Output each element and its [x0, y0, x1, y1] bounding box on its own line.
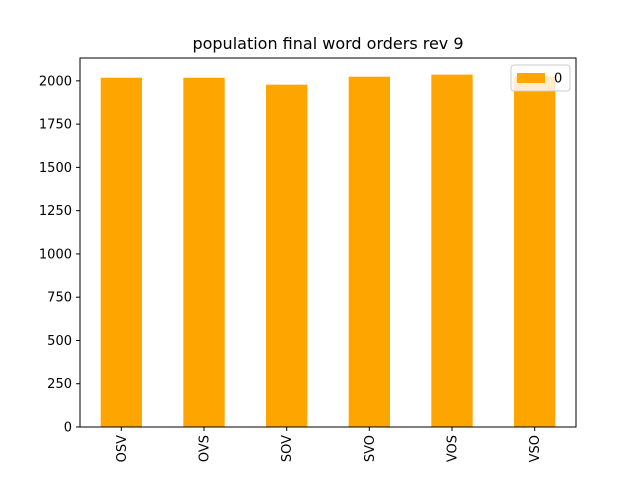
y-tick-label: 500: [47, 334, 72, 349]
y-tick-label: 250: [47, 377, 72, 392]
y-tick-label: 1000: [39, 247, 72, 262]
bar-osv: [100, 77, 142, 427]
x-tick-label: VOS: [446, 435, 461, 462]
y-tick-label: 1750: [39, 118, 72, 133]
y-tick-label: 0: [64, 421, 72, 436]
x-tick-label: OVS: [198, 435, 213, 462]
y-axis: 0 250 500 750 1000 1250 1500 1750 2000: [39, 74, 80, 436]
legend-label: 0: [554, 72, 562, 87]
x-tick-label: OSV: [115, 435, 130, 462]
bar-ovs: [183, 77, 225, 427]
bars-group: [100, 74, 556, 428]
y-tick-label: 1500: [39, 161, 72, 176]
y-tick-label: 750: [47, 291, 72, 306]
bar-sov: [266, 84, 308, 428]
y-tick-label: 2000: [39, 74, 72, 89]
x-tick-label: VSO: [528, 435, 543, 462]
chart-title: population final word orders rev 9: [192, 34, 463, 53]
bar-vos: [431, 74, 473, 427]
x-tick-label: SOV: [280, 435, 295, 462]
bar-vso: [514, 76, 556, 427]
plot-frame: [79, 57, 577, 428]
y-tick-label: 1250: [39, 204, 72, 219]
legend: 0: [510, 64, 571, 92]
x-tick-label: SVO: [363, 435, 378, 462]
legend-swatch: [517, 73, 545, 83]
x-axis: OSV OVS SOV SVO VOS VSO: [115, 427, 543, 462]
bar-svo: [348, 76, 390, 427]
